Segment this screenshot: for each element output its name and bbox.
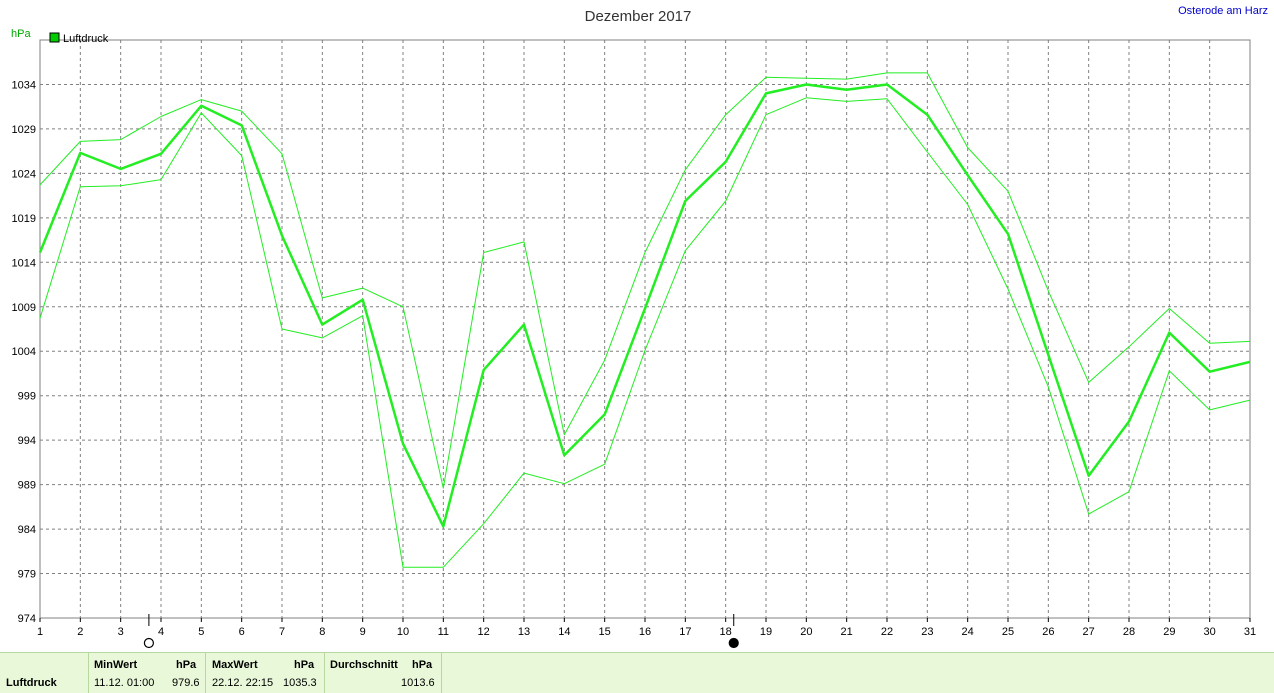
x-tick-label: 24 bbox=[962, 626, 974, 638]
new-moon-icon bbox=[728, 637, 739, 649]
min-time: 11.12. 01:00 bbox=[94, 677, 155, 689]
max-cell: MaxWert hPa 22.12. 22:15 1035.3 bbox=[205, 653, 325, 693]
x-tick-label: 15 bbox=[599, 626, 611, 638]
full-moon-icon bbox=[143, 637, 154, 649]
max-value: 1035.3 bbox=[283, 677, 317, 689]
average-header: Durchschnitt bbox=[330, 659, 398, 671]
series-group bbox=[38, 72, 1251, 568]
x-tick-label: 22 bbox=[881, 626, 893, 638]
moon-markers bbox=[143, 614, 739, 649]
x-tick-label: 20 bbox=[800, 626, 812, 638]
y-tick-label: 1029 bbox=[12, 124, 36, 136]
y-tick-label: 999 bbox=[18, 391, 36, 403]
average-cell: Durchschnitt hPa 1013.6 bbox=[324, 653, 442, 693]
y-tick-label: 994 bbox=[18, 435, 36, 447]
x-tick-label: 11 bbox=[438, 626, 449, 638]
x-tick-label: 6 bbox=[239, 626, 245, 638]
summary-footer: Luftdruck MinWert hPa 11.12. 01:00 979.6… bbox=[0, 652, 1274, 693]
x-tick-label: 29 bbox=[1163, 626, 1175, 638]
x-tick-label: 17 bbox=[679, 626, 691, 638]
x-tick-label: 10 bbox=[397, 626, 409, 638]
y-tick-label: 989 bbox=[18, 480, 36, 492]
average-unit: hPa bbox=[412, 659, 433, 671]
x-tick-label: 31 bbox=[1244, 626, 1256, 638]
x-tick-label: 23 bbox=[921, 626, 933, 638]
x-tick-label: 14 bbox=[558, 626, 570, 638]
x-tick-label: 13 bbox=[518, 626, 530, 638]
x-tick-label: 7 bbox=[279, 626, 285, 638]
max-time: 22.12. 22:15 bbox=[212, 677, 274, 689]
series-line-max bbox=[39, 72, 1251, 489]
x-tick-label: 16 bbox=[639, 626, 651, 638]
chart-svg: 9749799849899949991004100910141019102410… bbox=[11, 8, 1256, 649]
y-tick-label: 984 bbox=[18, 524, 36, 536]
max-header: MaxWert bbox=[212, 659, 258, 671]
y-tick-label: 1024 bbox=[12, 168, 36, 180]
x-tick-label: 5 bbox=[198, 626, 204, 638]
max-unit: hPa bbox=[294, 659, 315, 671]
min-unit: hPa bbox=[176, 659, 197, 671]
series-line-min bbox=[39, 97, 1251, 568]
min-cell: MinWert hPa 11.12. 01:00 979.6 bbox=[88, 653, 206, 693]
row-label-cell: Luftdruck bbox=[0, 653, 89, 693]
x-tick-label: 27 bbox=[1083, 626, 1095, 638]
x-tick-label: 3 bbox=[118, 626, 124, 638]
y-tick-label: 1034 bbox=[12, 79, 36, 91]
x-tick-label: 12 bbox=[478, 626, 490, 638]
x-tick-label: 4 bbox=[158, 626, 164, 638]
x-tick-label: 30 bbox=[1204, 626, 1216, 638]
x-tick-label: 21 bbox=[841, 626, 853, 638]
x-tick-label: 25 bbox=[1002, 626, 1014, 638]
y-tick-label: 1014 bbox=[12, 257, 36, 269]
x-tick-label: 1 bbox=[37, 626, 43, 638]
legend-label: Luftdruck bbox=[63, 33, 109, 45]
average-value: 1013.6 bbox=[401, 677, 435, 689]
y-tick-label: 1004 bbox=[12, 346, 36, 358]
x-tick-label: 8 bbox=[319, 626, 325, 638]
chart-title: Dezember 2017 bbox=[585, 8, 692, 25]
min-header: MinWert bbox=[94, 659, 138, 671]
station-name: Osterode am Harz bbox=[1178, 5, 1268, 17]
x-tick-label: 18 bbox=[720, 626, 732, 638]
series-line-mittel bbox=[38, 83, 1251, 528]
y-axis-unit: hPa bbox=[11, 28, 31, 40]
x-tick-label: 19 bbox=[760, 626, 772, 638]
x-tick-label: 28 bbox=[1123, 626, 1135, 638]
y-tick-label: 974 bbox=[18, 613, 36, 625]
x-axis: 1 2 3 4 5 6 7 8 9 10 11 12 13 14 15 16 17 18 19 20 21 22 23 24 2… bbox=[37, 618, 1256, 638]
x-tick-label: 2 bbox=[77, 626, 83, 638]
x-tick-label: 9 bbox=[360, 626, 366, 638]
min-value: 979.6 bbox=[172, 677, 200, 689]
y-axis: 974 979 984 989 994 999 1004 1009 1014 1019 1024 10… bbox=[12, 79, 36, 625]
legend-swatch bbox=[49, 32, 60, 43]
y-tick-label: 979 bbox=[18, 569, 36, 581]
grid bbox=[40, 40, 1250, 618]
row-label: Luftdruck bbox=[6, 677, 57, 689]
y-tick-label: 1019 bbox=[12, 213, 36, 225]
y-tick-label: 1009 bbox=[12, 302, 36, 314]
x-tick-label: 26 bbox=[1042, 626, 1054, 638]
